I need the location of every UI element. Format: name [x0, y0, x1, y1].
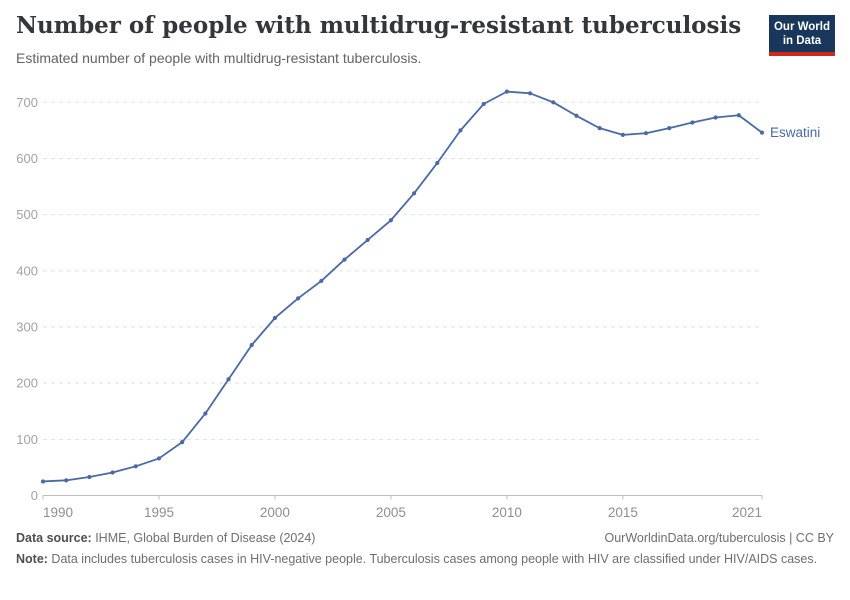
chart-footer: Data source: IHME, Global Burden of Dise… — [16, 530, 834, 569]
data-point-1998 — [226, 377, 231, 382]
y-tick-label-100: 100 — [16, 432, 38, 447]
data-point-2017 — [667, 126, 672, 131]
y-tick-label-0: 0 — [31, 488, 38, 503]
data-point-2013 — [574, 113, 579, 118]
data-point-1994 — [133, 464, 138, 469]
entity-label: Eswatini — [770, 125, 820, 140]
data-source-text: IHME, Global Burden of Disease (2024) — [91, 531, 316, 545]
data-point-1991 — [64, 478, 69, 483]
data-point-2000 — [272, 315, 278, 321]
y-tick-label-700: 700 — [16, 95, 38, 110]
owid-logo-line2: in Data — [782, 35, 822, 48]
data-point-2003 — [342, 257, 347, 262]
data-point-1999 — [249, 342, 254, 348]
data-point-2015 — [620, 132, 625, 137]
footer-note: Note: Data includes tuberculosis cases i… — [16, 551, 834, 569]
data-point-1992 — [87, 474, 92, 480]
x-tick-label-2021: 2021 — [732, 505, 762, 520]
y-tick-label-600: 600 — [16, 151, 38, 166]
data-point-2005 — [388, 218, 394, 223]
data-point-2021 — [759, 130, 765, 135]
x-tick-label-2005: 2005 — [376, 505, 406, 520]
y-tick-label-400: 400 — [16, 263, 38, 278]
data-point-2011 — [527, 91, 533, 96]
data-point-2009 — [481, 101, 486, 107]
data-point-2010 — [504, 89, 509, 94]
data-point-2008 — [458, 128, 463, 133]
y-tick-label-200: 200 — [16, 376, 38, 391]
data-point-1990 — [40, 479, 46, 484]
data-point-1993 — [110, 470, 115, 475]
chart-header: Number of people with multidrug-resistan… — [16, 12, 760, 67]
data-point-2001 — [296, 296, 301, 301]
owid-logo-line1: Our World — [773, 21, 830, 33]
note-label: Note: — [16, 551, 48, 566]
data-line — [42, 90, 763, 483]
y-tick-label-300: 300 — [16, 319, 38, 334]
data-point-2007 — [435, 160, 440, 166]
data-point-2016 — [643, 131, 649, 136]
chart-subtitle: Estimated number of people with multidru… — [16, 49, 422, 66]
data-point-2020 — [736, 113, 741, 118]
x-tick-label-2015: 2015 — [608, 505, 638, 520]
x-tick-label-2010: 2010 — [492, 505, 522, 520]
data-source-label: Data source: — [16, 531, 92, 545]
x-tick-label-1995: 1995 — [144, 505, 174, 520]
data-point-1997 — [203, 411, 208, 416]
x-tick-label-1990: 1990 — [43, 505, 73, 520]
note-text: Data includes tuberculosis cases in HIV-… — [47, 551, 818, 566]
data-source: Data source: IHME, Global Burden of Dise… — [16, 530, 315, 548]
license-link[interactable]: OurWorldinData.org/tuberculosis | CC BY — [604, 531, 835, 545]
data-point-2004 — [365, 237, 370, 243]
data-point-2014 — [597, 126, 602, 131]
data-point-2019 — [713, 115, 718, 120]
data-point-2012 — [551, 100, 556, 105]
footer-sources-row: Data source: IHME, Global Burden of Dise… — [16, 530, 834, 548]
owid-logo: Our World in Data — [769, 15, 835, 57]
data-point-2002 — [319, 278, 324, 284]
y-tick-label-500: 500 — [16, 207, 38, 222]
x-tick-label-2000: 2000 — [260, 505, 290, 520]
data-point-1995 — [156, 456, 162, 461]
data-point-2006 — [411, 191, 417, 196]
data-point-2018 — [690, 120, 695, 125]
page-title: Number of people with multidrug-resistan… — [16, 12, 742, 39]
data-point-1996 — [180, 440, 185, 445]
